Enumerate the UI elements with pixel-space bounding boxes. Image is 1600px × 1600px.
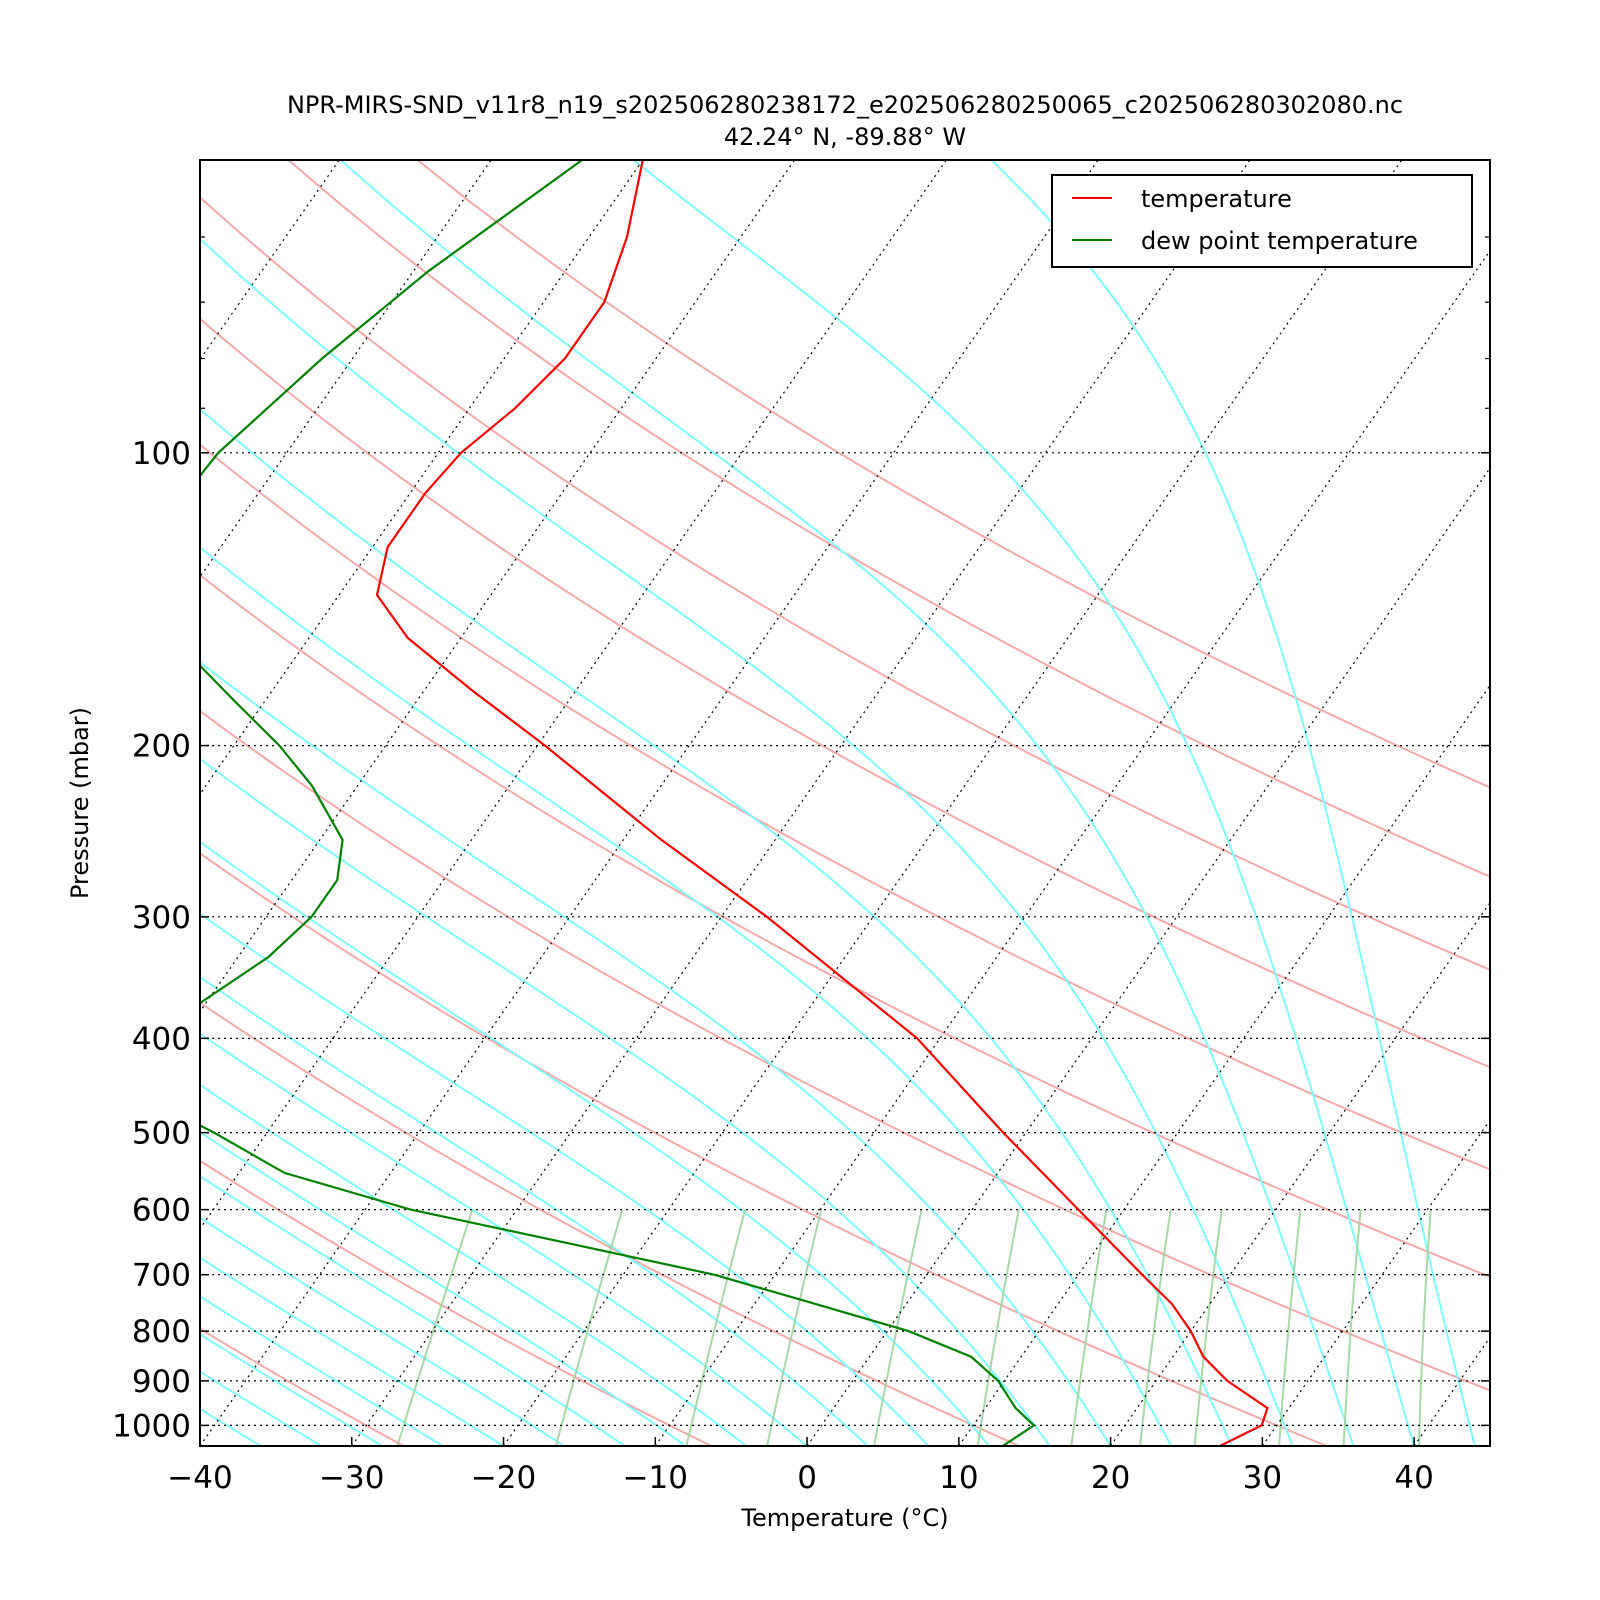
y-tick-label: 1000: [112, 1408, 191, 1444]
chart-subtitle: 42.24° N, -89.88° W: [724, 123, 966, 151]
isotherm-line: [1566, 160, 1600, 1446]
dry-adiabat-line: [200, 573, 1490, 1278]
moist-adiabat-line: [200, 840, 990, 1446]
isotherm-line: [503, 160, 1403, 1446]
moist-adiabats: [200, 160, 1476, 1446]
x-tick-label: −10: [623, 1460, 688, 1496]
legend: temperature dew point temperature: [1051, 174, 1473, 268]
dry-adiabat-line: [200, 317, 1490, 1069]
y-tick-label: 700: [132, 1258, 191, 1294]
dry-adiabat-line: [200, 1327, 405, 1446]
isobar-gridlines: [200, 452, 1490, 1427]
y-axis: 100 200 300 400 500 600 700 800 900 1000: [112, 236, 1490, 1444]
dry-adiabat-line: [200, 852, 1328, 1446]
moist-adiabat-line: [200, 546, 1173, 1446]
isotherm-line: [1110, 901, 1490, 1446]
y-tick-label: 200: [132, 729, 191, 765]
moist-adiabat-line: [200, 912, 930, 1446]
dry-adiabat-line: [200, 1001, 1020, 1446]
x-tick-label: −20: [471, 1460, 536, 1496]
dry-adiabat-line: [200, 1159, 712, 1446]
plot-area: [0, 160, 1600, 1446]
mixing-ratio-line: [1139, 1209, 1172, 1446]
y-tick-label: 600: [132, 1193, 191, 1229]
mixing-ratio-line: [1070, 1209, 1108, 1446]
mixing-ratio-line: [685, 1209, 747, 1446]
isotherm-line: [200, 160, 340, 361]
mixing-ratio-line: [766, 1209, 823, 1446]
isotherm-line: [1413, 1336, 1490, 1446]
y-axis-label: Pressure (mbar): [66, 707, 94, 899]
x-tick-label: 0: [797, 1460, 817, 1496]
dry-adiabat-line: [416, 160, 1490, 789]
plot-frame: [199, 159, 1491, 1447]
isotherm-line: [351, 160, 1251, 1446]
mixing-ratio-line: [1418, 1209, 1432, 1446]
isotherm-line: [200, 160, 796, 1013]
x-tick-label: 10: [939, 1460, 978, 1496]
y-tick-label: 500: [132, 1116, 191, 1152]
moist-adiabat-line: [200, 660, 1112, 1446]
legend-label-dew-point: dew point temperature: [1141, 227, 1418, 255]
mixing-ratio-line: [554, 1209, 624, 1446]
dry-adiabat-line: [200, 196, 1490, 971]
mixing-ratio-line: [1342, 1209, 1362, 1446]
moist-adiabat-line: [200, 1216, 565, 1446]
mixing-ratio-line: [873, 1209, 923, 1446]
y-tick-label: 300: [132, 900, 191, 936]
isotherm-line: [0, 160, 36, 1446]
x-axis: −40 −30 −20 −10 0 10 20 30 40: [167, 1437, 1434, 1496]
isotherm-line: [654, 249, 1490, 1446]
chart-title: NPR-MIRS-SND_v11r8_n19_s202506280238172_…: [287, 91, 1403, 119]
dry-adiabats: [200, 160, 1490, 1446]
legend-box: [1051, 174, 1473, 268]
moist-adiabat-line: [200, 1174, 626, 1446]
moist-adiabat-line: [200, 1083, 747, 1446]
moist-adiabat-line: [200, 1295, 444, 1446]
isotherm-line: [200, 160, 1099, 1446]
dew-point-line: [200, 160, 1036, 1446]
moist-adiabat-line: [200, 757, 1051, 1446]
dry-adiabat-line: [200, 709, 1490, 1392]
moist-adiabat-line: [632, 160, 1416, 1446]
moist-adiabat-line: [200, 1407, 262, 1446]
moist-adiabat-line: [200, 1032, 808, 1446]
x-tick-label: −40: [167, 1460, 232, 1496]
legend-label-temperature: temperature: [1141, 185, 1292, 213]
data-series: [200, 160, 1269, 1446]
y-tick-label: 800: [132, 1314, 191, 1350]
moist-adiabat-line: [200, 1333, 383, 1446]
mixing-ratio-line: [976, 1209, 1020, 1446]
moist-adiabat-line: [200, 975, 869, 1446]
y-tick-label: 400: [132, 1021, 191, 1057]
mixing-ratio-lines: [396, 1209, 1432, 1446]
moist-adiabat-line: [200, 407, 1233, 1446]
x-tick-label: 30: [1243, 1460, 1282, 1496]
mixing-ratio-line: [396, 1209, 474, 1446]
dry-adiabat-line: [287, 160, 1490, 878]
x-tick-label: 20: [1091, 1460, 1130, 1496]
moist-adiabat-line: [991, 160, 1476, 1446]
x-tick-label: −30: [319, 1460, 384, 1496]
moist-adiabat-line: [200, 237, 1294, 1446]
y-tick-label: 900: [132, 1364, 191, 1400]
temperature-line: [375, 160, 1269, 1446]
x-axis-label: Temperature (°C): [740, 1504, 948, 1532]
moist-adiabat-line: [200, 1130, 687, 1446]
x-tick-label: 40: [1394, 1460, 1433, 1496]
mixing-ratio-line: [1193, 1209, 1223, 1446]
moist-adiabat-line: [200, 1370, 322, 1446]
moist-adiabat-line: [200, 1256, 505, 1446]
dry-adiabat-line: [200, 443, 1490, 1171]
moist-adiabat-line: [200, 1444, 201, 1446]
mixing-ratio-line: [1278, 1209, 1302, 1446]
moist-adiabat-line: [340, 160, 1355, 1446]
y-tick-label: 100: [132, 436, 191, 472]
